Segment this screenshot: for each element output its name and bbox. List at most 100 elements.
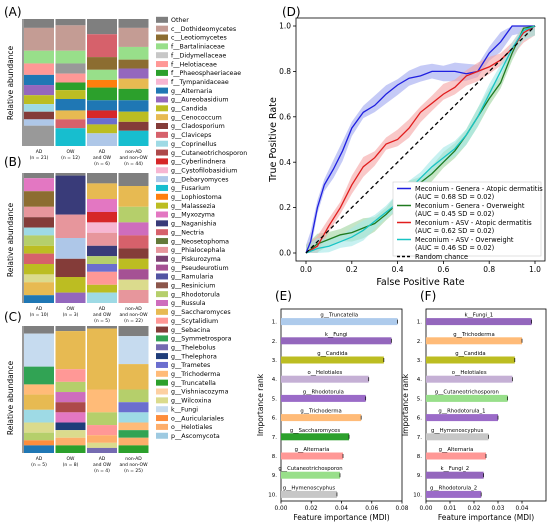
- stack-segment: [55, 277, 86, 293]
- legend-label: c__Leotiomycetes: [171, 35, 227, 42]
- stack-segment: [87, 271, 117, 285]
- legend-label: g__Symmetrospora: [171, 336, 232, 343]
- importance-bar: [281, 490, 337, 498]
- legend-label: f__Tympanidaceae: [171, 79, 229, 86]
- stack-segment: [87, 232, 117, 246]
- y-tick-label: 0.2: [279, 203, 291, 212]
- rank-label: 5.: [417, 396, 422, 402]
- legend-label: g__Scytalidium: [171, 318, 218, 325]
- y-tick-label: 0.6: [279, 112, 291, 121]
- feature-importance-chart-e: g__Truncatella 1. k__Fungi 2. g__Candida 3. o_…: [256, 308, 409, 522]
- n-label: (n = 21): [30, 155, 49, 161]
- legend-label: g__Naganishia: [171, 221, 216, 228]
- x-tick-label: 0.00: [275, 506, 288, 512]
- n-label: (n = 5): [94, 318, 110, 324]
- legend-swatch: [156, 25, 168, 32]
- bar-label: g__Saccharomyces: [290, 428, 340, 434]
- stack-segment: [55, 412, 86, 423]
- stack-segment: [118, 78, 149, 89]
- stack-segment: [118, 130, 149, 146]
- ylabel-b: Relative abundance: [6, 202, 15, 277]
- roc-series-line: [305, 25, 535, 254]
- rank-label: 6.: [272, 416, 277, 422]
- stack-segment: [55, 331, 86, 370]
- legend-label: g__Trichoderma: [171, 371, 220, 378]
- stack-segment: [87, 447, 117, 453]
- stack-segment: [55, 392, 86, 403]
- bar-label: o__Helotiales: [452, 370, 487, 376]
- stack-segment: [118, 173, 149, 186]
- stack-segment: [55, 128, 86, 146]
- n-label: (n = 10): [30, 312, 49, 318]
- stack-segment: [87, 284, 117, 293]
- x-tick-label: 0.6: [437, 265, 449, 274]
- roc-plot-frame: [295, 17, 546, 262]
- bar-label: g__Candida: [317, 351, 347, 357]
- legend-swatch: [156, 43, 168, 50]
- rank-label: 2.: [272, 339, 277, 345]
- stack-segment: [118, 111, 149, 122]
- rank-label: 4.: [272, 377, 277, 383]
- legend-swatch: [156, 52, 168, 59]
- stack-segment: [55, 292, 86, 303]
- legend-label: g__Fusarium: [171, 185, 210, 192]
- stack-segment: [87, 79, 117, 88]
- legend-swatch: [156, 193, 168, 200]
- legend-swatch: [156, 96, 168, 103]
- rank-label: 4.: [417, 377, 422, 383]
- bar-label: g__Truncatella: [320, 313, 358, 319]
- stack-segment: [55, 238, 86, 259]
- plot-frame: [425, 308, 547, 502]
- bar-label: g__Cutaneotrichosporon: [278, 466, 342, 472]
- n-label: (n = 25): [124, 468, 143, 474]
- stack-segment: [87, 212, 117, 223]
- stack-segment: [24, 173, 54, 179]
- legend-swatch: [156, 388, 168, 395]
- n-label: (n = 22): [124, 318, 143, 324]
- x-tick-label: 0.0: [300, 265, 312, 274]
- legend-swatch: [156, 326, 168, 333]
- bar-label: k__Fungi: [325, 332, 348, 338]
- legend-label: g__Cyberlindnera: [171, 159, 226, 166]
- stack-segment: [118, 412, 149, 423]
- legend-label: g__Alternaria: [171, 88, 212, 95]
- importance-bar: [281, 337, 392, 345]
- rank-label: 3.: [417, 358, 422, 364]
- category-label: and non-OW: [119, 312, 148, 318]
- x-tick-label: 0.02: [305, 506, 318, 512]
- roc-legend-label: Random chance: [415, 253, 468, 261]
- bar-label: g__Cutaneotrichosporon: [435, 389, 499, 395]
- n-label: (n = 8): [63, 462, 79, 468]
- rank-label: 10.: [413, 492, 422, 498]
- legend-swatch: [156, 78, 168, 85]
- stack-segment: [118, 279, 149, 290]
- legend-swatch: [156, 229, 168, 236]
- roc-legend-auc: (AUC = 0.46 SD = 0.02): [415, 244, 494, 252]
- stack-segment: [87, 442, 117, 448]
- stack-segment: [24, 125, 54, 146]
- stack-segment: [55, 73, 86, 83]
- legend-swatch: [156, 34, 168, 41]
- n-label: (n = 5): [31, 462, 47, 468]
- stack-segment: [24, 245, 54, 254]
- legend-label: f__Helotiaceae: [171, 61, 217, 68]
- stack-segment: [24, 111, 54, 120]
- legend-label: o__Helotiales: [171, 424, 212, 431]
- stack-segment: [24, 27, 54, 51]
- legend-swatch: [156, 69, 168, 76]
- rank-label: 8.: [417, 454, 422, 460]
- stack-segment: [55, 99, 86, 111]
- n-label: (n = 44): [124, 161, 143, 167]
- stack-segment: [55, 175, 86, 215]
- bar-label: g__Trichoderma: [453, 332, 494, 338]
- stack-segment: [24, 264, 54, 275]
- stack-segment: [87, 328, 117, 390]
- bar-label: g__Candida: [455, 351, 485, 357]
- stack-segment: [55, 82, 86, 91]
- category-label: AD: [36, 306, 43, 312]
- bar-label: k__Fungi_1: [464, 313, 493, 319]
- x-tick-label: 1.0: [529, 265, 541, 274]
- roc-confidence-band: [306, 26, 535, 253]
- x-tick-label: 0.04: [516, 506, 529, 512]
